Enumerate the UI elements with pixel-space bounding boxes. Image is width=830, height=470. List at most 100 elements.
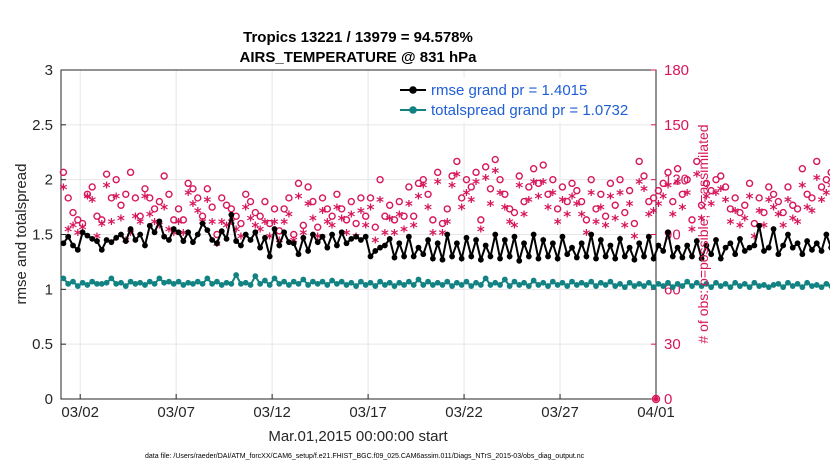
obs-assimilated-point: * xyxy=(568,189,576,207)
rmse-point xyxy=(775,251,782,258)
obs-possible-point xyxy=(174,205,183,213)
obs-assimilated-point: * xyxy=(357,204,365,222)
obs-possible-point xyxy=(155,197,164,206)
rmse-point xyxy=(146,222,153,229)
obs-assimilated-point: * xyxy=(722,193,730,211)
obs-possible-point xyxy=(721,183,730,191)
y-right-tick-label: 120 xyxy=(664,172,689,189)
rmse-point xyxy=(218,228,225,235)
obs-assimilated-point: * xyxy=(621,219,629,237)
obs-possible-point xyxy=(131,194,140,202)
rmse-point xyxy=(381,242,388,249)
obs-possible-point xyxy=(491,155,499,164)
obs-assimilated-point: * xyxy=(674,175,682,193)
obs-assimilated-point: * xyxy=(179,226,187,244)
rmse-point xyxy=(564,251,571,258)
rmse-point xyxy=(343,240,350,247)
rmse-point xyxy=(794,240,801,247)
obs-possible-point xyxy=(266,219,274,228)
spread-point xyxy=(780,284,787,291)
spread-point xyxy=(257,280,264,287)
spread-point xyxy=(794,280,801,287)
rmse-point xyxy=(84,232,91,239)
spread-point xyxy=(79,279,86,286)
obs-assimilated-point: * xyxy=(381,226,389,244)
obs-possible-point xyxy=(765,183,773,191)
spread-point xyxy=(233,272,240,278)
spread-point xyxy=(679,283,686,289)
obs-possible-point xyxy=(93,212,101,220)
obs-possible-point xyxy=(376,175,384,184)
y-right-tick-label: 0 xyxy=(664,391,672,408)
obs-possible-point xyxy=(784,183,792,191)
obs-possible-point xyxy=(78,219,87,228)
rmse-point xyxy=(573,254,580,261)
obs-possible-point xyxy=(390,216,399,224)
spread-point xyxy=(732,279,739,286)
obs-assimilated-point: * xyxy=(616,186,624,204)
obs-assimilated-point: * xyxy=(779,219,787,237)
obs-possible-point xyxy=(438,219,447,228)
rmse-point xyxy=(401,253,407,260)
rmse-point xyxy=(597,237,604,243)
obs-possible-point xyxy=(304,183,312,191)
spread-point xyxy=(501,276,508,283)
rmse-point xyxy=(262,234,268,241)
spread-point xyxy=(631,283,638,289)
obs-possible-point xyxy=(496,175,504,184)
spread-point xyxy=(482,275,489,282)
obs-possible-point xyxy=(486,185,495,193)
obs-possible-point xyxy=(717,172,725,180)
obs-possible-point xyxy=(635,157,643,166)
rmse-point xyxy=(641,253,647,260)
x-tick-label: 04/01 xyxy=(637,404,675,421)
obs-possible-point xyxy=(553,205,562,213)
obs-assimilated-point: * xyxy=(664,178,672,196)
spread-point xyxy=(554,282,561,288)
spread-point xyxy=(266,282,273,288)
spread-point xyxy=(228,280,235,287)
spread-point xyxy=(295,280,302,287)
rmse-point xyxy=(785,231,791,238)
obs-assimilated-point: * xyxy=(247,211,255,229)
rmse-point xyxy=(669,253,676,260)
rmse-point xyxy=(238,242,244,249)
spread-point xyxy=(367,279,374,286)
spread-point xyxy=(439,282,446,288)
obs-possible-point xyxy=(625,186,634,195)
spread-point xyxy=(223,279,230,286)
rmse-point xyxy=(636,240,643,247)
obs-assimilated-point: * xyxy=(232,222,240,240)
spread-point xyxy=(410,282,417,288)
spread-point xyxy=(170,280,177,287)
obs-assimilated-point: * xyxy=(482,171,490,189)
rmse-point xyxy=(693,238,700,244)
obs-assimilated-point: * xyxy=(501,200,509,218)
obs-possible-point xyxy=(525,183,533,191)
obs-assimilated-point: * xyxy=(789,211,797,229)
obs-assimilated-point: * xyxy=(256,222,264,240)
rmse-point xyxy=(511,233,518,240)
obs-possible-point xyxy=(462,175,471,184)
obs-possible-point xyxy=(361,212,370,220)
rmse-point xyxy=(156,218,163,225)
obs-assimilated-point: * xyxy=(424,200,432,218)
obs-assimilated-point: * xyxy=(511,219,519,237)
rmse-point xyxy=(290,240,297,247)
rmse-point xyxy=(204,227,211,234)
rmse-point xyxy=(194,231,201,238)
obs-possible-point xyxy=(510,208,519,217)
obs-assimilated-point: * xyxy=(338,211,346,229)
legend-box xyxy=(396,78,652,122)
rmse-point xyxy=(713,237,719,243)
rmse-point xyxy=(732,251,739,258)
obs-possible-point xyxy=(208,203,216,211)
obs-possible-point xyxy=(74,216,82,224)
rmse-point xyxy=(545,253,551,260)
obs-assimilated-point: * xyxy=(530,175,538,193)
obs-possible-point xyxy=(64,194,72,202)
obs-possible-point xyxy=(347,197,356,206)
obs-possible-point xyxy=(774,197,783,206)
rmse-point xyxy=(103,237,110,243)
y-tick-label: 0.5 xyxy=(32,336,53,353)
